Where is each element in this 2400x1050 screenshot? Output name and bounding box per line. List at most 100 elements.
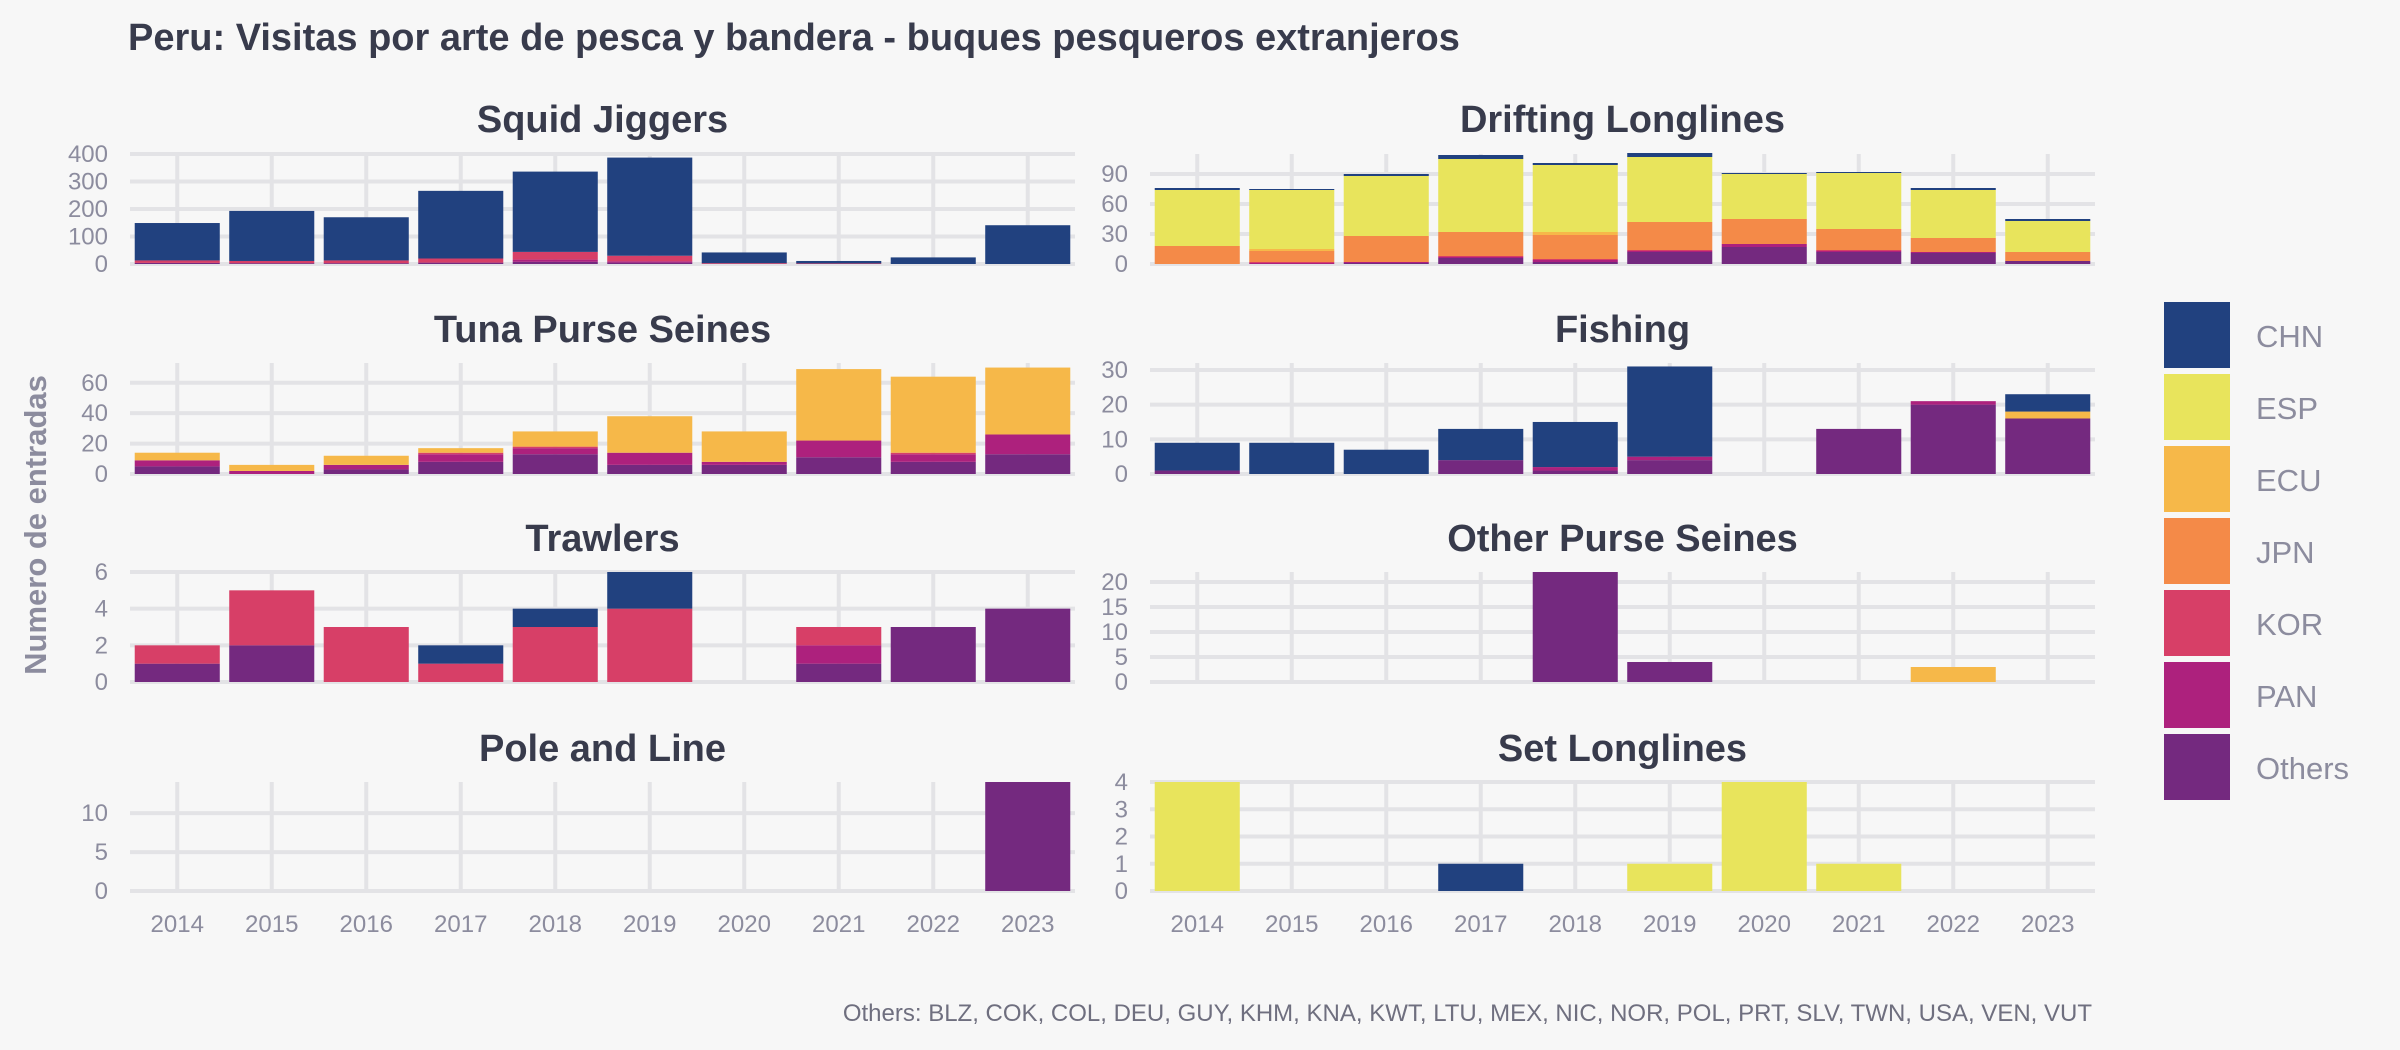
- bar-squid-jiggers-2014-kor: [134, 260, 220, 263]
- y-tick-label: 5: [95, 839, 108, 866]
- bar-tuna-purse-seines-2017-ecu: [418, 448, 504, 453]
- y-tick-label: 10: [1101, 426, 1128, 453]
- bar-fishing-2023-chn: [2005, 394, 2091, 412]
- bar-squid-jiggers-2016-chn: [323, 217, 409, 261]
- bar-squid-jiggers-2021-kor: [796, 263, 882, 264]
- y-tick-label: 400: [68, 141, 108, 168]
- bar-tuna-purse-seines-2019-ecu: [607, 416, 693, 453]
- bar-drifting-longlines-2020-others: [1721, 247, 1807, 264]
- bar-other-purse-seines-2018-others: [1532, 572, 1618, 682]
- facet-title: Squid Jiggers: [477, 99, 728, 141]
- x-tick-label: 2019: [623, 911, 676, 938]
- y-tick-label: 20: [1101, 392, 1128, 419]
- bar-tuna-purse-seines-2021-pan: [796, 440, 882, 458]
- y-tick-label: 90: [1101, 161, 1128, 188]
- y-tick-label: 0: [1115, 251, 1128, 278]
- bar-squid-jiggers-2023-chn: [985, 225, 1071, 264]
- bar-drifting-longlines-2018-others: [1532, 262, 1618, 264]
- bar-tuna-purse-seines-2021-ecu: [796, 369, 882, 441]
- bar-squid-jiggers-2019-others: [607, 262, 693, 264]
- y-tick-label: 6: [95, 559, 108, 586]
- bar-drifting-longlines-2021-pan: [1816, 251, 1902, 252]
- bar-drifting-longlines-2015-chn: [1249, 189, 1335, 190]
- bar-drifting-longlines-2015-pan: [1249, 263, 1335, 264]
- bar-other-purse-seines-2022-ecu: [1910, 667, 1996, 682]
- bar-tuna-purse-seines-2019-others: [607, 464, 693, 474]
- bar-squid-jiggers-2014-chn: [134, 223, 220, 261]
- bar-fishing-2021-others: [1816, 428, 1902, 474]
- facet-title: Tuna Purse Seines: [434, 309, 771, 351]
- bar-tuna-purse-seines-2015-pan: [229, 470, 315, 474]
- legend-label-kor: KOR: [2256, 607, 2323, 642]
- legend-label-ecu: ECU: [2256, 463, 2321, 498]
- y-tick-label: 0: [95, 669, 108, 696]
- bar-trawlers-2018-kor: [512, 627, 598, 682]
- bar-squid-jiggers-2020-chn: [701, 252, 787, 264]
- bar-squid-jiggers-2018-chn: [512, 171, 598, 252]
- bar-drifting-longlines-2019-chn: [1627, 153, 1713, 157]
- bar-drifting-longlines-2017-jpn: [1438, 232, 1524, 256]
- x-tick-label: 2023: [2021, 911, 2074, 938]
- bar-fishing-2019-pan: [1627, 456, 1713, 461]
- bar-drifting-longlines-2017-others: [1438, 258, 1524, 264]
- bar-drifting-longlines-2021-kor: [1816, 250, 1902, 251]
- bar-trawlers-2017-chn: [418, 645, 504, 664]
- bar-squid-jiggers-2016-kor: [323, 260, 409, 264]
- x-tick-label: 2014: [151, 911, 204, 938]
- bar-tuna-purse-seines-2016-others: [323, 469, 409, 474]
- y-tick-label: 2: [1115, 824, 1128, 851]
- y-tick-label: 60: [1101, 191, 1128, 218]
- bar-tuna-purse-seines-2020-pan: [701, 461, 787, 465]
- bar-drifting-longlines-2021-jpn: [1816, 229, 1902, 250]
- x-tick-label: 2021: [812, 911, 865, 938]
- bar-tuna-purse-seines-2022-others: [890, 461, 976, 474]
- bar-squid-jiggers-2017-others: [418, 262, 504, 264]
- bar-squid-jiggers-2015-chn: [229, 210, 315, 261]
- bar-trawlers-2019-kor: [607, 608, 693, 682]
- bar-fishing-2018-others: [1532, 470, 1618, 474]
- bar-drifting-longlines-2017-chn: [1438, 155, 1524, 159]
- bar-drifting-longlines-2021-esp: [1816, 173, 1902, 229]
- bar-set-longlines-2021-esp: [1816, 863, 1902, 891]
- bar-drifting-longlines-2018-kor: [1532, 259, 1618, 260]
- bar-squid-jiggers-2021-chn: [796, 260, 882, 264]
- bar-tuna-purse-seines-2014-ecu: [134, 452, 220, 461]
- bar-tuna-purse-seines-2022-kor: [890, 452, 976, 455]
- y-tick-label: 2: [95, 632, 108, 659]
- bar-trawlers-2021-pan: [796, 645, 882, 664]
- bar-drifting-longlines-2018-esp: [1532, 165, 1618, 232]
- bar-squid-jiggers-2020-kor: [701, 263, 787, 264]
- y-tick-label: 30: [1101, 357, 1128, 384]
- bar-tuna-purse-seines-2023-ecu: [985, 367, 1071, 435]
- bar-fishing-2019-chn: [1627, 366, 1713, 457]
- bar-drifting-longlines-2019-esp: [1627, 157, 1713, 222]
- bar-trawlers-2015-others: [229, 645, 315, 682]
- bar-fishing-2022-pan: [1910, 401, 1996, 405]
- facet-drifting-longlines: Drifting Longlines 0 30 60 90: [1101, 99, 2095, 278]
- bar-trawlers-2015-kor: [229, 590, 315, 646]
- facet-title: Pole and Line: [479, 728, 726, 770]
- y-tick-label: 0: [1115, 878, 1128, 905]
- bar-drifting-longlines-2019-jpn: [1627, 222, 1713, 250]
- bar-fishing-2019-others: [1627, 460, 1713, 474]
- bar-squid-jiggers-2019-pan: [607, 261, 693, 263]
- bar-fishing-2015-chn: [1249, 442, 1335, 474]
- bar-drifting-longlines-2016-jpn: [1343, 236, 1429, 262]
- y-tick-label: 0: [95, 878, 108, 905]
- bar-squid-jiggers-2018-pan: [512, 259, 598, 262]
- x-tick-label: 2017: [1454, 911, 1507, 938]
- bar-drifting-longlines-2016-others: [1343, 263, 1429, 264]
- bar-fishing-2017-others: [1438, 460, 1524, 474]
- bar-squid-jiggers-2019-kor: [607, 255, 693, 262]
- bar-tuna-purse-seines-2017-others: [418, 461, 504, 474]
- bar-squid-jiggers-2016-others: [323, 263, 409, 264]
- bar-drifting-longlines-2017-pan: [1438, 257, 1524, 258]
- legend-swatch-others: [2164, 734, 2230, 800]
- bar-tuna-purse-seines-2023-others: [985, 454, 1071, 474]
- bar-drifting-longlines-2016-esp: [1343, 176, 1429, 236]
- bar-tuna-purse-seines-2023-pan: [985, 434, 1071, 455]
- bar-squid-jiggers-2017-chn: [418, 190, 504, 259]
